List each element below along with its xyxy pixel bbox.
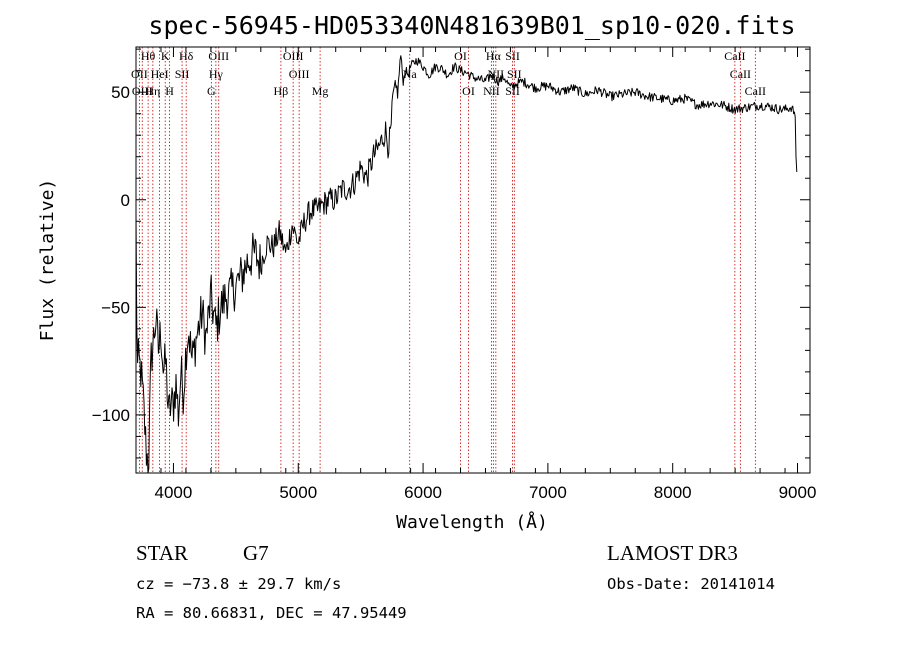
line-label: Na bbox=[403, 67, 418, 81]
line-label: CaII bbox=[745, 84, 766, 98]
line-label: OIII bbox=[289, 67, 310, 81]
spectral-subclass: G7 bbox=[243, 541, 269, 565]
line-label: OIII bbox=[132, 84, 153, 98]
x-tick-label: 4000 bbox=[155, 483, 193, 502]
line-label: SII bbox=[505, 49, 520, 63]
line-label: SII bbox=[505, 84, 520, 98]
chart-title: spec-56945-HD053340N481639B01_sp10-020.f… bbox=[148, 11, 795, 40]
line-label: Hη bbox=[145, 84, 160, 98]
object-class: STAR bbox=[136, 541, 188, 565]
x-tick-label: 6000 bbox=[404, 483, 442, 502]
x-tick-label: 5000 bbox=[279, 483, 317, 502]
line-label: Hβ bbox=[274, 84, 289, 98]
coordinates-text: RA = 80.66831, DEC = 47.95449 bbox=[136, 604, 407, 622]
line-label: OIII bbox=[208, 49, 229, 63]
x-tick-label: 8000 bbox=[654, 483, 692, 502]
line-label: G bbox=[207, 84, 216, 98]
x-tick-label: 9000 bbox=[779, 483, 817, 502]
line-label: Hθ bbox=[141, 49, 156, 63]
x-axis-label: Wavelength (Å) bbox=[396, 511, 548, 533]
spectrum-line bbox=[135, 55, 798, 474]
observation-date: Obs-Date: 20141014 bbox=[607, 575, 775, 593]
line-label: Hγ bbox=[209, 67, 224, 81]
line-label: OI bbox=[454, 49, 467, 63]
line-label: Hδ bbox=[179, 49, 194, 63]
y-tick-label: 50 bbox=[111, 83, 130, 102]
line-label: H bbox=[165, 84, 174, 98]
line-label: SII bbox=[507, 67, 522, 81]
y-tick-label: 0 bbox=[121, 191, 130, 210]
line-label: CaII bbox=[730, 67, 751, 81]
y-tick-label: −100 bbox=[92, 406, 130, 425]
line-label: NII bbox=[483, 84, 500, 98]
line-label: OII bbox=[131, 67, 148, 81]
line-label: HeI bbox=[151, 67, 169, 81]
line-label: Hα bbox=[486, 49, 502, 63]
line-label: Mg bbox=[312, 84, 329, 98]
survey-name: LAMOST DR3 bbox=[607, 541, 738, 565]
line-markers bbox=[138, 47, 756, 473]
x-tick-label: 7000 bbox=[529, 483, 567, 502]
plot-frame bbox=[135, 46, 811, 474]
line-label: K bbox=[161, 49, 170, 63]
axis-ticks: 4000 5000 6000 7000 8000 9000 −100 −50 0 50 bbox=[92, 47, 817, 502]
redshift-text: cz = −73.8 ± 29.7 km/s bbox=[136, 575, 342, 593]
line-label: OI bbox=[462, 84, 475, 98]
y-tick-label: −50 bbox=[101, 298, 130, 317]
y-axis-label: Flux (relative) bbox=[37, 179, 58, 342]
line-label: CaII bbox=[724, 49, 745, 63]
spectrum-series bbox=[135, 55, 798, 474]
line-label: SII bbox=[175, 67, 190, 81]
